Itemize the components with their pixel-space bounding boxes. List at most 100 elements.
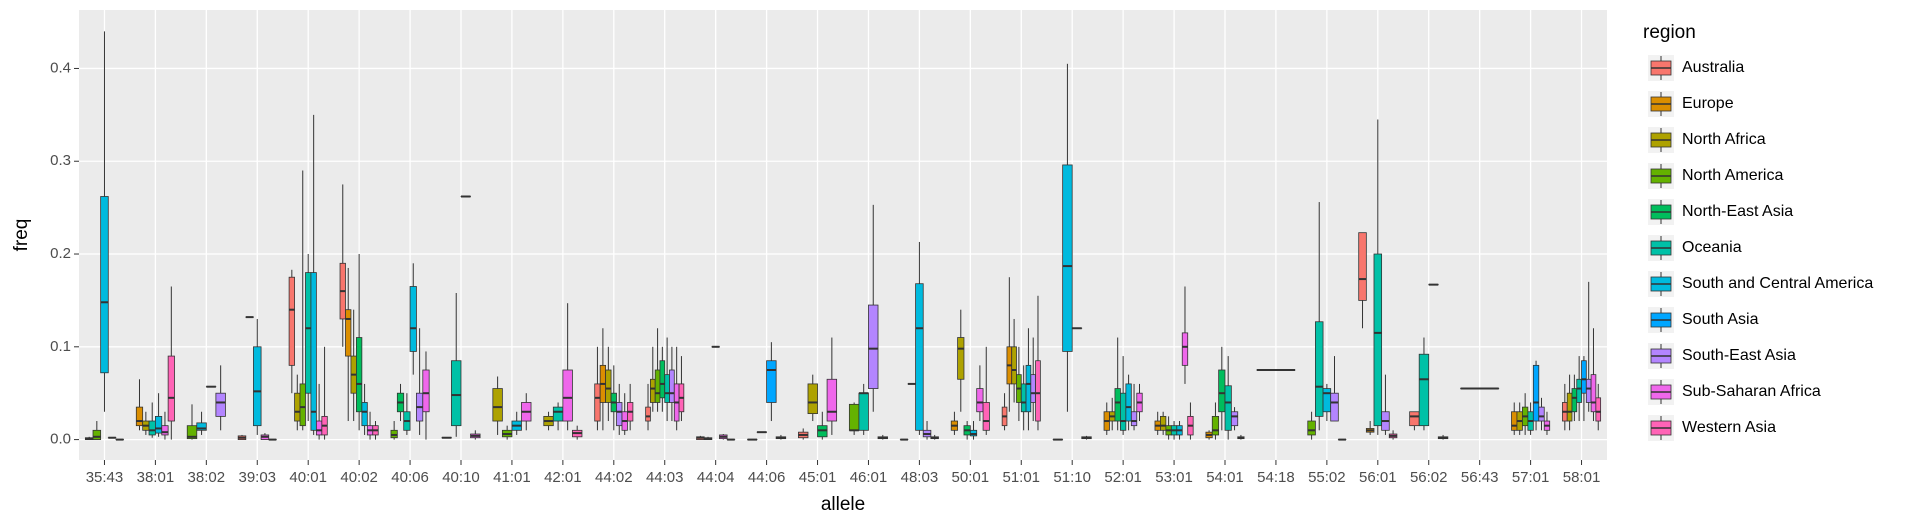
box [1125, 383, 1132, 422]
x-tick-label: 55:02 [1308, 469, 1346, 486]
box [1130, 411, 1138, 427]
box [1114, 388, 1121, 422]
box [92, 429, 102, 440]
box [1315, 321, 1324, 417]
x-tick-label: 44:03 [646, 469, 684, 486]
x-tick-label: 40:02 [340, 469, 378, 486]
box [299, 383, 306, 427]
box [161, 425, 169, 436]
y-axis-title: freq [11, 219, 32, 252]
box [361, 402, 368, 427]
x-tick-label: 53:01 [1155, 469, 1193, 486]
x-tick-label: 41:01 [493, 469, 531, 486]
box [1418, 353, 1430, 427]
box [1511, 411, 1518, 431]
box [310, 272, 317, 431]
x-tick-label: 45:01 [799, 469, 837, 486]
legend-label: Oceania [1682, 239, 1742, 256]
box [1011, 346, 1017, 385]
x-tick-label: 38:02 [188, 469, 226, 486]
x-tick-label: 56:01 [1359, 469, 1397, 486]
box [807, 383, 818, 415]
x-tick-label: 48:03 [901, 469, 939, 486]
x-tick-label: 51:01 [1002, 469, 1040, 486]
box [868, 304, 879, 389]
box [1590, 374, 1597, 413]
box [1307, 420, 1316, 436]
box [826, 378, 838, 422]
box [1230, 411, 1239, 427]
box [492, 388, 503, 422]
box [848, 403, 860, 431]
box [1358, 232, 1367, 301]
x-tick-label: 44:02 [595, 469, 633, 486]
box [1035, 360, 1041, 422]
box [148, 420, 156, 436]
box [1062, 164, 1073, 352]
x-tick-label: 42:01 [544, 469, 582, 486]
box [1595, 397, 1602, 422]
x-tick-label: 52:01 [1104, 469, 1142, 486]
box [186, 425, 198, 440]
plot-panel [79, 10, 1607, 460]
box [594, 383, 601, 422]
x-tick-label: 40:10 [442, 469, 480, 486]
box [976, 388, 984, 413]
box [1373, 253, 1383, 427]
box [1538, 406, 1545, 422]
box [1218, 369, 1226, 413]
box [562, 369, 573, 422]
box [135, 406, 144, 427]
box [253, 346, 262, 427]
legend-label: Western Asia [1682, 419, 1776, 436]
x-tick-label: 35:43 [86, 469, 124, 486]
box [1581, 360, 1587, 394]
y-tick-label: 0.2 [50, 245, 71, 262]
box [858, 392, 869, 431]
x-tick-label: 54:01 [1206, 469, 1244, 486]
box [1330, 392, 1339, 422]
legend-label: North-East Asia [1682, 203, 1793, 220]
box [1025, 364, 1032, 413]
box [451, 360, 462, 427]
legend-label: North Africa [1682, 131, 1766, 148]
box [1585, 378, 1592, 403]
x-tick-label: 50:01 [952, 469, 990, 486]
box [659, 360, 666, 399]
legend-label: North America [1682, 167, 1783, 184]
box [957, 337, 965, 380]
box [1224, 385, 1232, 431]
box [422, 369, 430, 413]
y-tick-label: 0.3 [50, 152, 71, 169]
box [766, 360, 777, 403]
box [605, 369, 612, 403]
box [305, 272, 312, 394]
x-tick-label: 56:02 [1410, 469, 1448, 486]
legend-label: Australia [1682, 59, 1744, 76]
box [1020, 383, 1027, 413]
box [669, 369, 675, 403]
box [552, 406, 564, 422]
box [1576, 378, 1582, 403]
x-tick-label: 40:01 [289, 469, 327, 486]
x-tick-label: 46:01 [850, 469, 888, 486]
box [1571, 388, 1578, 413]
box [1160, 415, 1167, 431]
box [1566, 392, 1573, 422]
box [1409, 411, 1420, 427]
x-tick-label: 38:01 [137, 469, 175, 486]
box [356, 337, 363, 413]
legend-label: Europe [1682, 95, 1734, 112]
box [100, 196, 109, 374]
box [154, 415, 163, 434]
box [1120, 392, 1127, 431]
x-axis-title: allele [821, 494, 865, 515]
y-tick-label: 0.0 [50, 431, 71, 448]
box [616, 402, 623, 427]
legend-label: South Asia [1682, 311, 1759, 328]
box [650, 378, 656, 403]
box [315, 420, 323, 436]
box [196, 422, 207, 431]
box [982, 402, 990, 431]
